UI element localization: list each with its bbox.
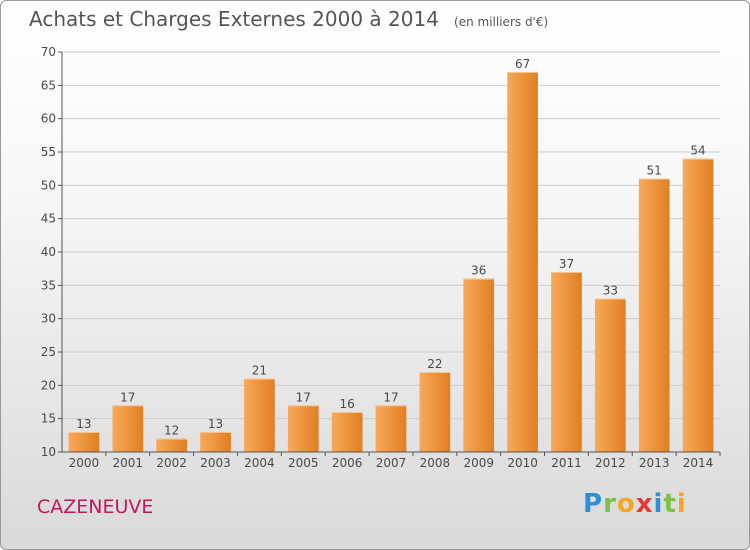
y-tick-label: 60: [41, 112, 56, 126]
bar-2008: [419, 372, 451, 452]
data-label-2013: 51: [647, 164, 662, 178]
title-row: Achats et Charges Externes 2000 à 2014 (…: [29, 7, 548, 31]
bars: [68, 72, 714, 452]
data-label-2007: 17: [383, 390, 398, 404]
y-tick-label: 15: [41, 412, 56, 426]
data-label-2005: 17: [296, 390, 311, 404]
axes: [58, 51, 721, 456]
y-tick-label: 40: [41, 245, 56, 259]
logo-letter: x: [635, 489, 654, 519]
data-label-2002: 12: [164, 424, 179, 438]
data-label-2003: 13: [208, 417, 223, 431]
bar-2012: [594, 298, 626, 452]
y-tick-label: 30: [41, 312, 56, 326]
data-label-2006: 16: [339, 397, 354, 411]
logo-letter: r: [603, 489, 617, 519]
bar-2000: [68, 432, 100, 452]
y-tick-label: 10: [41, 445, 56, 459]
y-tick-label: 70: [41, 45, 56, 59]
data-label-2009: 36: [471, 264, 486, 278]
logo-letter: i: [653, 489, 664, 519]
bar-2003: [200, 432, 231, 452]
x-tick-label-2007: 2007: [376, 456, 407, 470]
data-label-2000: 13: [76, 417, 91, 431]
data-label-2011: 37: [559, 257, 574, 271]
logo-letter: o: [616, 489, 636, 519]
bar-2010: [507, 72, 538, 452]
x-tick-label-2014: 2014: [683, 456, 714, 470]
x-tick-label-2000: 2000: [69, 456, 100, 470]
proxiti-logo[interactable]: Proxiti: [583, 489, 687, 519]
data-label-2010: 67: [515, 57, 530, 71]
x-tick-label-2002: 2002: [156, 456, 187, 470]
x-tick-label-2003: 2003: [200, 456, 231, 470]
bar-2005: [287, 405, 319, 452]
x-tick-label-2006: 2006: [332, 456, 363, 470]
logo-letter: t: [663, 489, 677, 519]
x-tick-label-2011: 2011: [551, 456, 582, 470]
y-tick-label: 55: [41, 145, 56, 159]
bar-2006: [331, 412, 363, 452]
bar-2013: [638, 178, 670, 452]
bar-2011: [551, 272, 582, 452]
bar-2009: [463, 278, 495, 452]
x-tick-label-2001: 2001: [113, 456, 144, 470]
bar-2002: [156, 438, 188, 452]
logo-letter: i: [676, 489, 687, 519]
y-tick-label: 45: [41, 212, 56, 226]
y-tick-label: 65: [41, 78, 56, 92]
logo-letter: P: [583, 489, 604, 519]
data-label-2004: 21: [252, 364, 267, 378]
labels: 10 15 20 25 30 35 40 45 50 55 60 65 70 13 2000 17 2001 12…: [41, 45, 714, 470]
y-tick-label: 20: [41, 378, 56, 392]
chart-subtitle: (en milliers d'€): [454, 15, 549, 29]
bar-2014: [682, 158, 714, 452]
x-tick-label-2008: 2008: [420, 456, 451, 470]
x-tick-label-2004: 2004: [244, 456, 275, 470]
x-tick-label-2010: 2010: [507, 456, 538, 470]
x-tick-label-2005: 2005: [288, 456, 319, 470]
x-tick-label-2012: 2012: [595, 456, 626, 470]
x-tick-label-2013: 2013: [639, 456, 670, 470]
data-label-2012: 33: [603, 284, 618, 298]
data-label-2008: 22: [427, 357, 442, 371]
x-tick-label-2009: 2009: [463, 456, 494, 470]
place-name: CAZENEUVE: [37, 496, 154, 518]
bar-2001: [112, 405, 144, 452]
data-label-2014: 54: [690, 144, 705, 158]
bar-2007: [375, 405, 407, 452]
y-tick-label: 35: [41, 278, 56, 292]
y-tick-label: 25: [41, 345, 56, 359]
data-label-2001: 17: [120, 390, 135, 404]
y-tick-label: 50: [41, 178, 56, 192]
chart-title: Achats et Charges Externes 2000 à 2014: [29, 7, 439, 31]
bar-2004: [244, 378, 275, 452]
